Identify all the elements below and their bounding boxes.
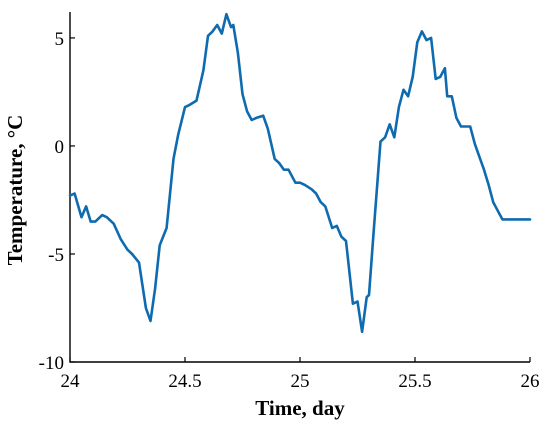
x-axis-ticks: 24 24.5 25 25.5 26 (61, 357, 540, 392)
x-tick-label: 25 (291, 371, 310, 392)
x-axis-title: Time, day (255, 396, 345, 420)
x-tick-label: 26 (521, 371, 540, 392)
x-tick-label: 24 (61, 371, 81, 392)
y-tick-label: -10 (39, 353, 64, 374)
y-axis-title: Temperature, °C (3, 115, 27, 266)
y-tick-label: -5 (48, 245, 64, 266)
y-tick-label: 0 (55, 137, 65, 158)
plot-area (68, 12, 532, 363)
y-tick-label: 5 (55, 29, 65, 50)
x-tick-label: 25.5 (398, 371, 431, 392)
x-tick-label: 24.5 (168, 371, 201, 392)
temperature-series-line (68, 12, 532, 334)
plot-frame (69, 12, 530, 363)
y-axis-ticks: -10 -5 0 5 (39, 29, 75, 374)
